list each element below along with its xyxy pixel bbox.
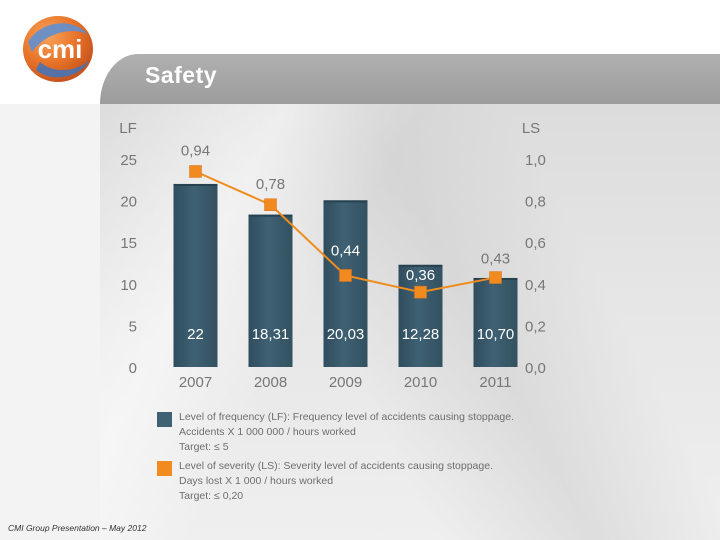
x-tick-2010: 2010 [404, 374, 437, 391]
bar-top-2008 [248, 214, 293, 217]
line-label-2009: 0,44 [331, 242, 360, 259]
marker-ls-2011 [489, 271, 502, 284]
logo-swirl-dark [36, 60, 90, 78]
left-axis-label: LF [119, 120, 137, 137]
bar-top-2007 [173, 183, 218, 186]
legend-severity-line: Target: ≤ 0,20 [179, 490, 244, 502]
right-axis-label: LS [522, 120, 540, 137]
bar-label-2009: 20,03 [327, 326, 365, 343]
legend-item-severity: Level of severity (LS): Severity level o… [157, 459, 537, 504]
x-tick-2008: 2008 [254, 374, 287, 391]
chart-legend: Level of frequency (LF): Frequency level… [157, 410, 537, 508]
line-label-2007: 0,94 [181, 142, 210, 159]
right-axis-tick: 0,4 [525, 277, 546, 294]
legend-swatch-line [157, 461, 172, 476]
right-axis-tick: 0,8 [525, 194, 546, 211]
bar-top-2010 [398, 264, 443, 267]
left-axis-tick: 15 [120, 235, 137, 252]
page-title: Safety [145, 62, 218, 88]
right-axis-tick: 0,6 [525, 235, 546, 252]
legend-severity-line: Days lost X 1 000 / hours worked [179, 475, 334, 487]
left-axis-tick: 0 [129, 360, 137, 377]
legend-item-frequency: Level of frequency (LF): Frequency level… [157, 410, 537, 455]
bar-lf-2011 [473, 277, 518, 367]
bar-lf-2009 [323, 200, 368, 367]
marker-ls-2009 [339, 269, 352, 282]
logo-swirl-blue [28, 23, 88, 52]
bar-lf-2010 [398, 264, 443, 367]
legend-frequency-line: Level of frequency (LF): Frequency level… [179, 411, 515, 423]
bar-label-2011: 10,70 [477, 326, 515, 343]
title-band [100, 54, 720, 104]
left-axis-tick: 10 [120, 277, 137, 294]
bar-lf-2008 [248, 214, 293, 367]
cmi-logo: cmi [23, 16, 93, 82]
x-tick-2007: 2007 [179, 374, 212, 391]
x-tick-2011: 2011 [479, 374, 511, 391]
right-axis-tick: 1,0 [525, 152, 546, 169]
footer-text: CMI Group Presentation – May 2012 [8, 523, 147, 533]
line-label-2010: 0,36 [406, 267, 435, 284]
safety-chart: LF LS 0 5 10 15 20 25 0,0 0,2 0,4 0,6 0,8 1,0 0,94 0,78… [119, 120, 546, 391]
right-axis-tick: 0,2 [525, 318, 546, 335]
bar-label-2007: 22 [187, 326, 204, 343]
legend-frequency-line: Target: ≤ 5 [179, 441, 229, 453]
marker-ls-2008 [264, 198, 277, 212]
left-axis-tick: 5 [129, 318, 137, 335]
bar-label-2008: 18,31 [252, 326, 290, 343]
left-axis-tick: 20 [120, 194, 137, 211]
line-label-2011: 0,43 [481, 251, 510, 268]
legend-severity-line: Level of severity (LS): Severity level o… [179, 460, 493, 472]
bar-top-2009 [323, 200, 368, 203]
marker-ls-2010 [414, 285, 427, 299]
marker-ls-2007 [189, 165, 202, 178]
bar-label-2010: 12,28 [402, 326, 440, 343]
x-tick-2009: 2009 [329, 374, 362, 391]
legend-swatch-bar [157, 412, 172, 427]
bar-lf-2007 [173, 183, 218, 367]
right-axis-tick: 0,0 [525, 360, 546, 377]
left-axis-tick: 25 [120, 152, 137, 169]
logo-text: cmi [38, 34, 83, 64]
legend-frequency-line: Accidents X 1 000 000 / hours worked [179, 426, 356, 438]
line-label-2008: 0,78 [256, 176, 285, 193]
